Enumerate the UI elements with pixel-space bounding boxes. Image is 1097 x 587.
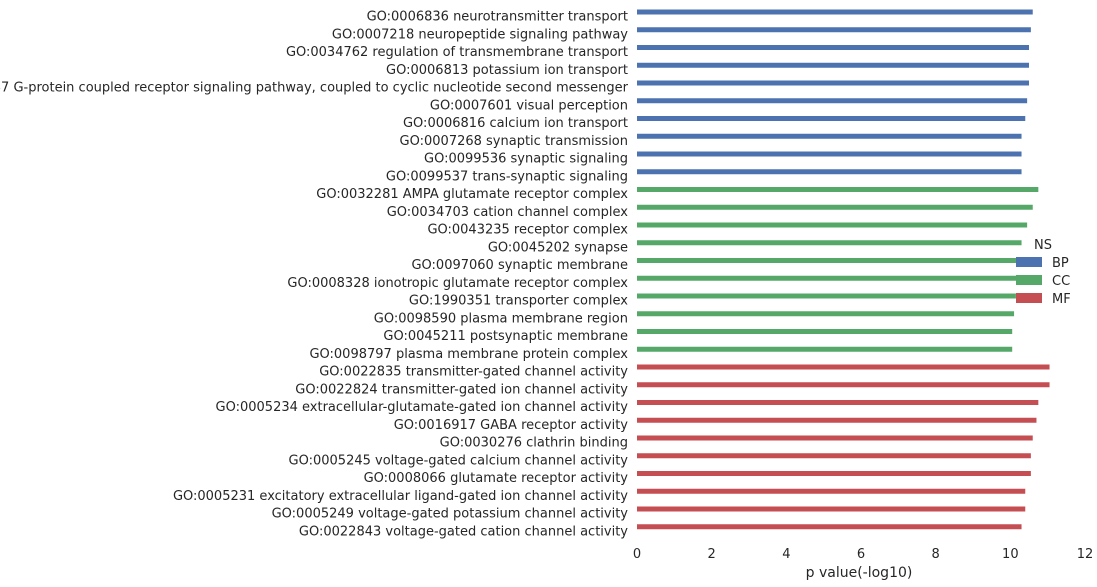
category-label: GO:0098797 plasma membrane protein compl… [309, 347, 628, 362]
bar [637, 169, 1022, 175]
category-label: GO:1990351 transporter complex [409, 294, 628, 309]
bar [637, 45, 1029, 50]
bar [637, 488, 1026, 494]
category-label: GO:0022835 transmitter-gated channel act… [319, 365, 628, 380]
category-label: GO:0098590 plasma membrane region [374, 311, 628, 326]
category-label: GO:0006836 neurotransmitter transport [367, 10, 628, 25]
x-tick-label: 2 [708, 547, 716, 562]
category-label: GO:0005231 excitatory extracellular liga… [173, 489, 628, 504]
category-label: GO:0099536 synaptic signaling [424, 152, 628, 167]
category-label: GO:0008066 glutamate receptor activity [364, 471, 629, 486]
category-label: GO:0022824 transmitter-gated ion channel… [295, 382, 628, 397]
bar [637, 187, 1039, 192]
category-label: GO:0006816 calcium ion transport [403, 116, 628, 131]
bar [637, 240, 1022, 246]
x-tick-label: 8 [932, 547, 940, 562]
bar [637, 275, 1018, 281]
category-label: GO:0007187 G-protein coupled receptor si… [0, 81, 629, 96]
bar [637, 453, 1031, 459]
category-label: GO:0045211 postsynaptic membrane [383, 329, 628, 344]
category-label: GO:0034762 regulation of transmembrane t… [286, 45, 628, 60]
category-label: GO:0034703 cation channel complex [387, 205, 629, 220]
legend-label: BP [1052, 256, 1069, 271]
category-label: GO:0043235 receptor complex [427, 223, 628, 238]
category-label: GO:0032281 AMPA glutamate receptor compl… [316, 187, 628, 202]
x-tick-label: 12 [1077, 547, 1094, 562]
bar [637, 204, 1033, 210]
bar [637, 151, 1022, 157]
x-tick-label: 10 [1002, 547, 1019, 562]
category-labels-group: GO:0006836 neurotransmitter transport GO:… [0, 10, 629, 540]
bar [637, 27, 1031, 33]
bar [637, 417, 1037, 423]
legend-title: NS [1034, 238, 1052, 253]
legend-swatch [1016, 275, 1042, 285]
category-label: GO:0045202 synapse [488, 240, 628, 255]
legend: NS BP CC MF [1016, 238, 1071, 307]
bar [637, 133, 1022, 139]
category-label: GO:0016917 GABA receptor activity [394, 418, 629, 433]
category-label: GO:0007268 synaptic transmission [400, 134, 628, 149]
bar [637, 382, 1050, 388]
x-axis-label: p value(-log10) [806, 565, 913, 581]
category-label: GO:0007601 visual perception [430, 98, 628, 113]
bar [637, 293, 1016, 299]
category-label: GO:0005245 voltage-gated calcium channel… [289, 453, 629, 468]
bar [637, 222, 1028, 228]
category-label: GO:0005234 extracellular-glutamate-gated… [216, 400, 629, 415]
x-tick-labels-group: 0 2 4 6 8 10 12 [633, 547, 1093, 562]
bar [637, 400, 1039, 405]
category-label: GO:0005249 voltage-gated potassium chann… [272, 507, 629, 522]
bar [637, 98, 1028, 104]
legend-label: CC [1052, 274, 1070, 289]
x-tick-label: 6 [857, 547, 865, 562]
bar [637, 524, 1022, 530]
category-label: GO:0006813 potassium ion transport [386, 63, 628, 78]
legend-swatch [1016, 257, 1042, 267]
bar [637, 506, 1026, 512]
bar [637, 364, 1050, 370]
bar [637, 471, 1031, 476]
bar [637, 311, 1015, 317]
category-label: GO:0099537 trans-synaptic signaling [386, 169, 628, 184]
bar [637, 116, 1026, 121]
category-label: GO:0097060 synaptic membrane [411, 258, 628, 273]
bars-group [637, 9, 1050, 530]
bar [637, 62, 1029, 68]
bar [637, 80, 1029, 86]
bar [637, 346, 1013, 352]
legend-label: MF [1052, 292, 1071, 307]
category-label: GO:0007218 neuropeptide signaling pathwa… [332, 27, 628, 42]
bar [637, 258, 1018, 263]
category-label: GO:0030276 clathrin binding [440, 436, 628, 451]
legend-swatch [1016, 293, 1042, 303]
category-label: GO:0008328 ionotropic glutamate receptor… [287, 276, 628, 291]
category-label: GO:0022843 voltage-gated cation channel … [299, 524, 628, 539]
bar [637, 9, 1033, 15]
bar [637, 329, 1013, 334]
bar [637, 435, 1033, 441]
x-tick-label: 0 [633, 547, 641, 562]
x-tick-label: 4 [782, 547, 790, 562]
